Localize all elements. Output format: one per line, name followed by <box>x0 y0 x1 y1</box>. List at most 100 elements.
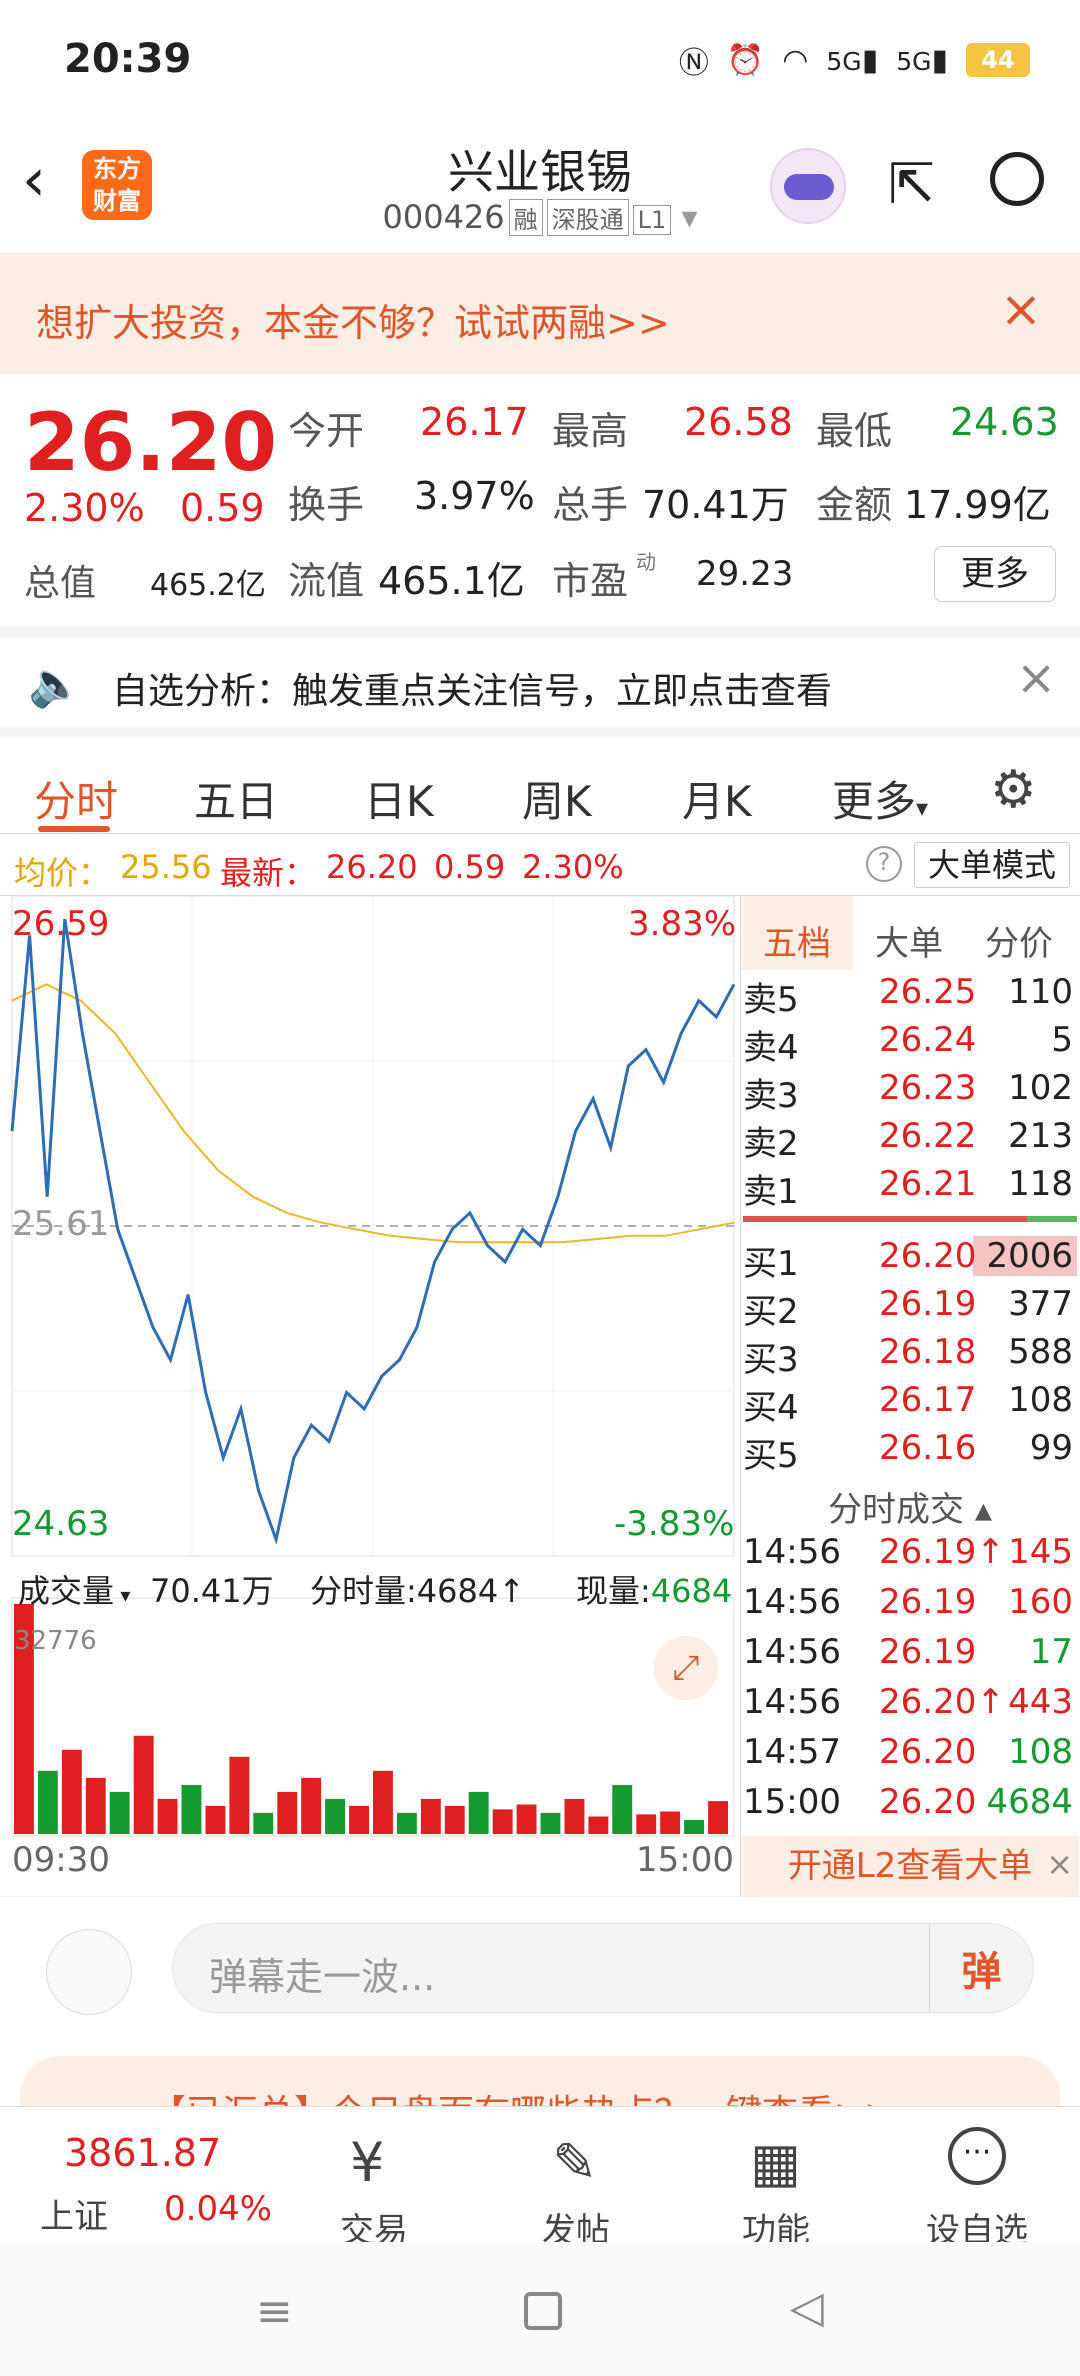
axis-bot-price: 24.63 <box>12 1504 110 1544</box>
level-label: 买2 <box>743 1292 799 1332</box>
level-volume: 588 <box>1008 1332 1073 1372</box>
tab-five-day[interactable]: 五日 <box>194 777 279 826</box>
trade-price: 26.19↑ <box>879 1532 1005 1572</box>
share-icon[interactable]: ⇱ <box>888 152 935 217</box>
turnover-label: 换手 <box>288 483 365 527</box>
bid-row-5: 买5 26.16 99 <box>741 1428 1079 1476</box>
trade-time: 14:56 <box>743 1632 841 1672</box>
bid-row-2: 买2 26.19 377 <box>741 1284 1079 1332</box>
volume-bar <box>229 1756 250 1834</box>
time-start: 09:30 <box>12 1840 110 1880</box>
pct-value: 2.30% <box>522 848 624 886</box>
close-icon[interactable]: × <box>1016 650 1057 706</box>
menu-icon[interactable]: ≡ <box>256 2286 293 2337</box>
level-label: 卖3 <box>743 1076 799 1116</box>
last-value: 26.20 <box>326 848 418 886</box>
volume-label: 总手 <box>552 483 629 527</box>
turnover-value: 3.97% <box>414 474 535 518</box>
volume-bar <box>133 1735 154 1834</box>
tab-big-orders[interactable]: 大单 <box>875 924 943 964</box>
time-end: 15:00 <box>636 1840 734 1880</box>
alarm-icon: ⏰ <box>726 42 765 78</box>
mcap-label: 总值 <box>24 563 97 604</box>
volume-bar <box>444 1805 465 1834</box>
battery-icon: 44 <box>966 43 1030 77</box>
level-volume: 118 <box>1008 1164 1073 1204</box>
tag-level: L1 <box>632 205 672 235</box>
watchlist-alert[interactable]: 🔈 自选分析：触发重点关注信号，立即点击查看 × <box>0 626 1080 726</box>
search-icon[interactable] <box>990 152 1044 206</box>
level-price: 26.16 <box>879 1428 977 1468</box>
change-value: 0.59 <box>180 486 265 530</box>
index-name[interactable]: 上证 <box>40 2197 108 2237</box>
trade-time: 14:57 <box>743 1732 841 1772</box>
watchlist-icon: ··· <box>948 2127 1006 2185</box>
level-volume: 102 <box>1008 1068 1073 1108</box>
volume-bar <box>301 1777 322 1834</box>
tab-five-levels[interactable]: 五档 <box>763 924 831 964</box>
danmu-input[interactable]: 弹幕走一波... 弹 <box>172 1923 1034 2013</box>
danmu-send-button[interactable]: 弹 <box>929 1924 1033 2012</box>
tab-daily-k[interactable]: 日K <box>364 777 434 826</box>
bid-row-3: 买3 26.18 588 <box>741 1332 1079 1380</box>
level-price: 26.22 <box>879 1116 977 1156</box>
tab-intraday[interactable]: 分时 <box>34 777 119 826</box>
current-volume: 现量:4684 <box>576 1572 733 1610</box>
last-label: 最新： <box>220 854 317 892</box>
home-icon[interactable] <box>524 2292 562 2330</box>
close-icon[interactable]: × <box>1000 280 1042 338</box>
tab-monthly-k[interactable]: 月K <box>682 777 752 826</box>
index-value[interactable]: 3861.87 <box>64 2131 222 2175</box>
margin-promo-banner[interactable]: 想扩大投资，本金不够？试试两融>> × <box>0 254 1080 374</box>
danmu-settings-icon[interactable] <box>46 1929 132 2015</box>
trade-price: 26.19 <box>879 1632 977 1672</box>
index-pct[interactable]: 0.04% <box>164 2189 273 2229</box>
trade-row: 14:56 26.20↑ 443 <box>741 1682 1079 1730</box>
close-icon[interactable]: × <box>1046 1845 1073 1883</box>
ask-row-5: 卖5 26.25 110 <box>741 972 1079 1020</box>
volume-bar <box>540 1812 561 1834</box>
low-value: 24.63 <box>950 400 1059 444</box>
minute-volume: 分时量:4684↑ <box>310 1572 526 1610</box>
volume-bar <box>684 1820 704 1834</box>
bid1-volume-highlight <box>973 1236 1077 1276</box>
ask-row-3: 卖3 26.23 102 <box>741 1068 1079 1116</box>
volume-dropdown[interactable]: 成交量 ▾ <box>18 1572 131 1610</box>
intraday-chart[interactable]: 26.59 3.83% 25.61 24.63 -3.83% 成交量 ▾ 70.… <box>0 895 740 1896</box>
open-value: 26.17 <box>420 400 529 444</box>
volume-bar <box>61 1749 82 1834</box>
signal-icon: 5G▮ <box>826 42 879 78</box>
assistant-avatar[interactable] <box>770 148 846 224</box>
avg-value: 25.56 <box>120 848 212 886</box>
upgrade-l2-banner[interactable]: 开通L2查看大单 × <box>741 1836 1079 1896</box>
avg-label: 均价： <box>14 854 111 892</box>
more-button[interactable]: 更多 <box>934 546 1056 602</box>
trade-price: 26.20↑ <box>879 1682 1005 1722</box>
alert-text: 自选分析：触发重点关注信号，立即点击查看 <box>112 671 833 712</box>
tab-price-dist[interactable]: 分价 <box>985 924 1053 964</box>
tag-margin: 融 <box>508 199 543 236</box>
help-icon[interactable]: ? <box>866 846 902 882</box>
low-label: 最低 <box>816 409 893 453</box>
trade-volume: 108 <box>1008 1732 1073 1772</box>
level-label: 买1 <box>743 1244 799 1284</box>
level-volume: 108 <box>1008 1380 1073 1420</box>
change-pct: 2.30% <box>24 486 145 530</box>
back-icon[interactable]: ‹ <box>22 145 46 215</box>
clock: 20:39 <box>64 36 192 82</box>
back-nav-icon[interactable]: ◁ <box>790 2282 824 2333</box>
settings-gear-icon[interactable]: ⚙ <box>990 760 1037 820</box>
pe-label: 市盈 <box>552 559 629 603</box>
expand-icon[interactable]: ⤢ <box>654 1636 718 1700</box>
volume-bar <box>612 1784 633 1834</box>
stock-name: 兴业银锡 <box>448 145 632 199</box>
big-order-mode-button[interactable]: 大单模式 <box>914 842 1070 888</box>
post-icon: ✎ <box>552 2131 598 2194</box>
tab-weekly-k[interactable]: 周K <box>522 777 592 826</box>
chg-value: 0.59 <box>434 848 506 886</box>
high-label: 最高 <box>552 409 629 453</box>
amount-label: 金额 <box>816 483 893 527</box>
axis-top-price: 26.59 <box>12 904 110 944</box>
trade-row: 14:56 26.19 17 <box>741 1632 1079 1680</box>
tab-more[interactable]: 更多▾ <box>832 777 929 826</box>
